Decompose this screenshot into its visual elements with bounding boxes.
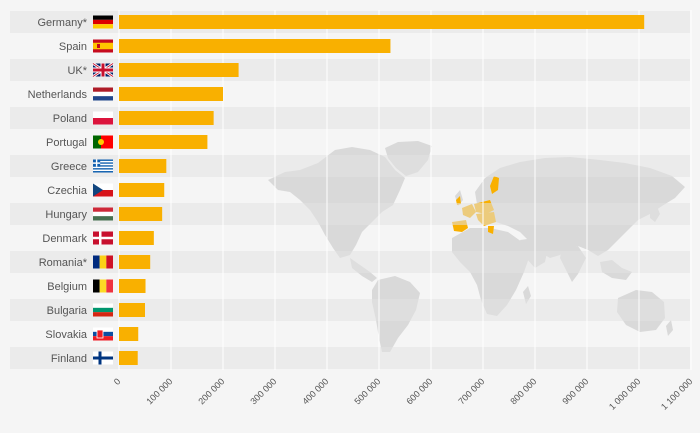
row-background [10, 299, 690, 321]
spain-flag [93, 39, 113, 53]
germany-flag [93, 15, 113, 29]
x-tick-label: 1 100 000 [659, 376, 694, 411]
uk-highlight [456, 196, 461, 205]
x-axis-ticks: 0 100 000 200 000 300 000 400 000 500 000 600 … [112, 376, 695, 411]
x-tick-label: 1 000 000 [607, 376, 642, 411]
bar-belgium [119, 279, 146, 293]
row-background [10, 251, 690, 273]
country-label: UK* [67, 65, 87, 77]
country-label: Spain [59, 41, 87, 53]
country-labels: Germany* Spain UK* Netherlands Poland Portuga… [28, 17, 88, 365]
x-tick-label: 600 000 [404, 376, 434, 406]
country-label: Germany* [37, 17, 87, 29]
country-label: Slovakia [45, 329, 87, 341]
slovakia-flag [93, 327, 113, 341]
country-label: Hungary [45, 209, 87, 221]
x-tick-label: 0 [112, 376, 123, 387]
bars [119, 15, 645, 365]
country-label: Czechia [47, 185, 88, 197]
bar-finland [119, 351, 138, 365]
bar-uk [119, 63, 239, 77]
country-label: Portugal [46, 137, 87, 149]
finland-flag [93, 351, 113, 365]
row-background [10, 203, 690, 225]
romania-flag [93, 255, 113, 269]
row-background [10, 347, 690, 369]
bar-slovakia [119, 327, 139, 341]
bulgaria-flag [93, 303, 113, 317]
x-tick-label: 200 000 [196, 376, 226, 406]
bar-portugal [119, 135, 208, 149]
greece-highlight [488, 226, 494, 234]
flags [92, 15, 114, 365]
bar-romania [119, 255, 151, 269]
greece-flag [93, 159, 113, 173]
bar-czechia [119, 183, 165, 197]
bar-denmark [119, 231, 154, 245]
bar-netherlands [119, 87, 223, 101]
country-label: Romania* [39, 257, 88, 269]
new-zealand-shape [666, 320, 673, 336]
czechia-flag [93, 183, 113, 197]
poland-flag [93, 111, 113, 125]
country-label: Poland [53, 113, 87, 125]
bar-spain [119, 39, 391, 53]
bar-poland [119, 111, 214, 125]
bar-bulgaria [119, 303, 145, 317]
bar-germany [119, 15, 645, 29]
finland-highlight [490, 176, 499, 194]
x-tick-label: 800 000 [508, 376, 538, 406]
uk-flag [92, 62, 114, 78]
country-label: Greece [51, 161, 87, 173]
country-label: Denmark [42, 233, 87, 245]
x-tick-label: 900 000 [560, 376, 590, 406]
x-tick-label: 500 000 [352, 376, 382, 406]
belgium-flag [93, 279, 113, 293]
x-tick-label: 700 000 [456, 376, 486, 406]
x-tick-label: 300 000 [248, 376, 278, 406]
country-label: Belgium [47, 281, 87, 293]
bar-hungary [119, 207, 163, 221]
denmark-flag [93, 231, 113, 245]
x-tick-label: 100 000 [144, 376, 174, 406]
hungary-flag [93, 207, 113, 221]
bar-greece [119, 159, 167, 173]
row-background [10, 155, 690, 177]
country-label: Netherlands [28, 89, 88, 101]
netherlands-flag [93, 87, 113, 101]
country-label: Finland [51, 353, 87, 365]
portugal-flag [93, 135, 113, 149]
x-tick-label: 400 000 [300, 376, 330, 406]
country-label: Bulgaria [47, 305, 88, 317]
